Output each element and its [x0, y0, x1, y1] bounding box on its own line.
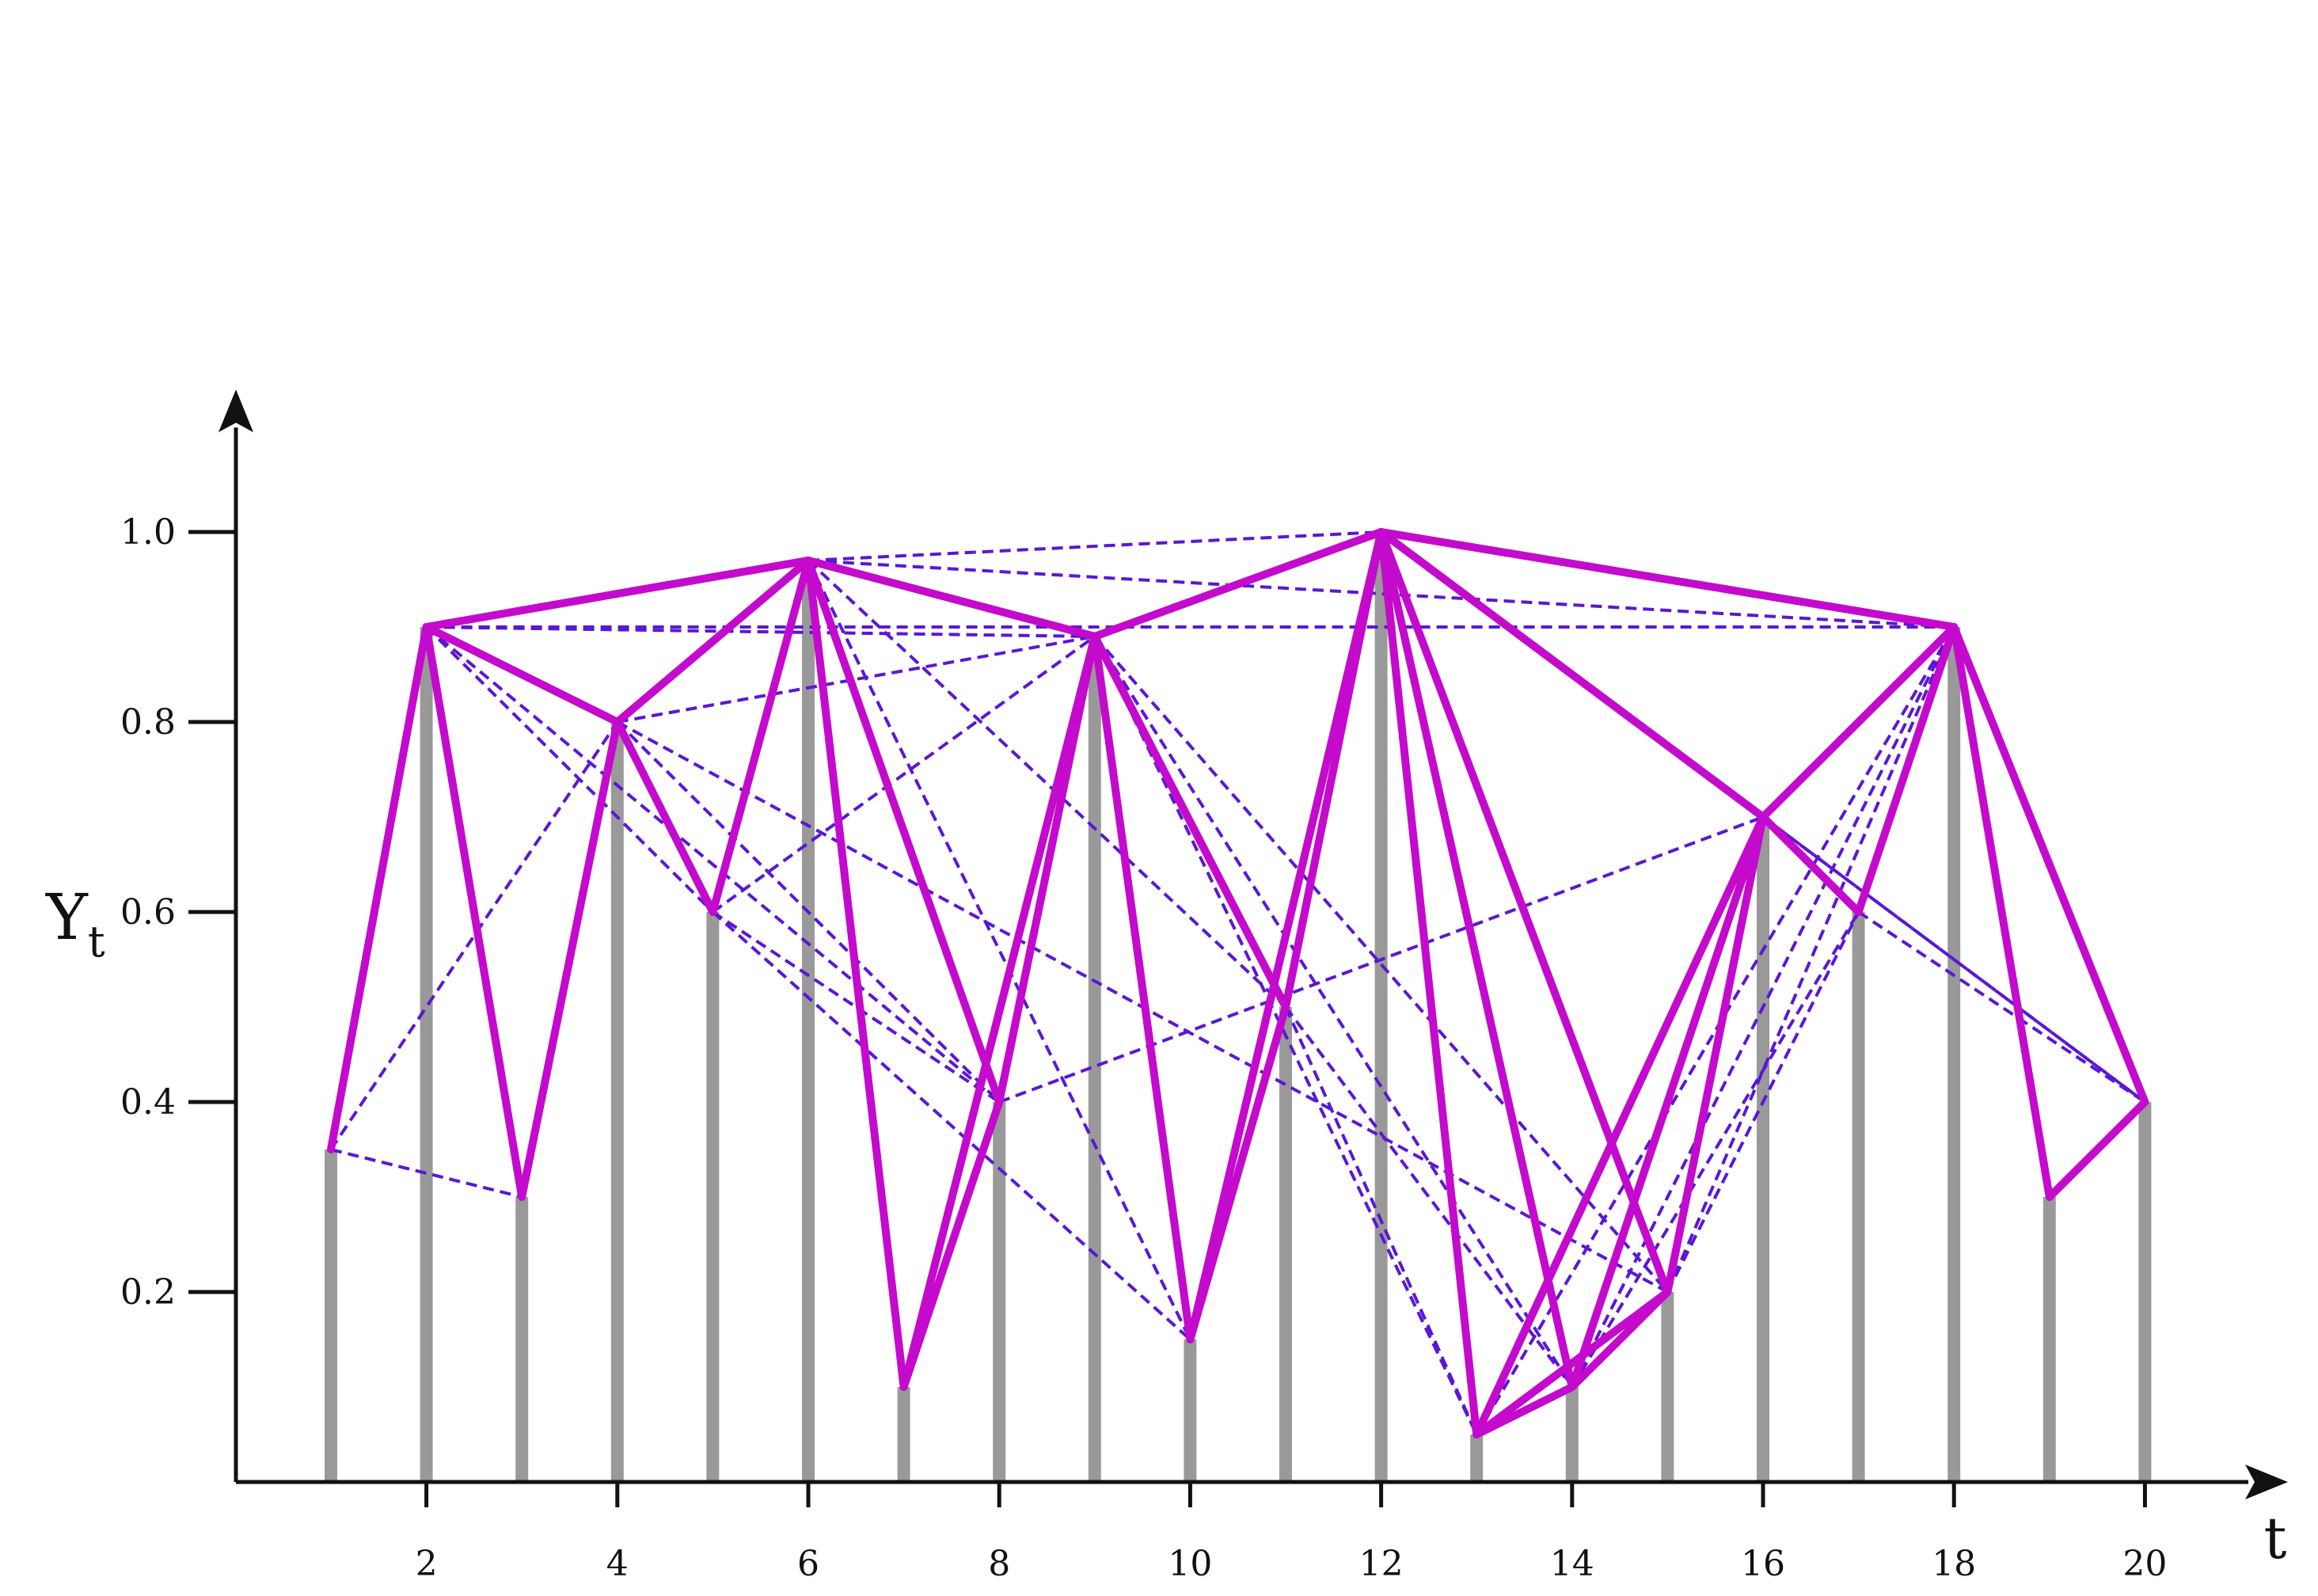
y-axis-label-main: Y	[45, 880, 89, 954]
solid-edge-11-12	[1282, 528, 1385, 1011]
dashed-edge-9-15	[1093, 635, 1669, 1294]
y-tick-label-0.8: 0.8	[120, 702, 176, 743]
dashed-edge-1-3	[330, 1148, 522, 1199]
solid-edge-5-6	[709, 557, 812, 916]
solid-edge-6-8	[804, 557, 1004, 1106]
solid-edge-13-16	[1472, 813, 1767, 1438]
x-tick-label-6: 6	[797, 1544, 819, 1584]
solid-edge-14-15	[1568, 1288, 1672, 1391]
solid-edge-2-4	[422, 623, 621, 726]
solid-edge-4-5	[613, 718, 717, 916]
solid-edge-14-16	[1568, 813, 1767, 1391]
x-tick-label-12: 12	[1359, 1544, 1404, 1584]
dashed-edge-4-8	[616, 720, 1001, 1104]
x-tick-label-20: 20	[2122, 1544, 2167, 1584]
axes-group	[218, 390, 2288, 1499]
dashed-edge-6-11	[807, 559, 1287, 1009]
solid-edge-4-6	[613, 557, 812, 726]
solid-edge-6-7	[804, 557, 908, 1391]
dashed-edge-6-10	[807, 560, 1192, 1340]
dashed-edge-15-17	[1666, 911, 1860, 1293]
x-tick-label-8: 8	[988, 1544, 1010, 1584]
solid-edge-13-15	[1472, 1288, 1672, 1438]
solid-edge-8-9	[995, 633, 1099, 1106]
solid-edges-group	[327, 528, 2149, 1438]
dashed-edge-17-20	[1857, 910, 2146, 1104]
solid-edge-9-12	[1090, 528, 1385, 640]
solid-edge-12-16	[1377, 528, 1767, 821]
y-axis-label-subscript: t	[88, 917, 105, 967]
solid-edge-3-4	[518, 718, 621, 1201]
solid-edge-2-6	[422, 557, 812, 631]
x-tick-label-4: 4	[606, 1544, 629, 1584]
y-ticks-group: 0.2 0.4 0.6 0.8 1.0	[120, 512, 236, 1313]
y-tick-label-0.6: 0.6	[120, 892, 176, 933]
x-tick-label-14: 14	[1550, 1544, 1594, 1584]
x-tick-label-10: 10	[1168, 1544, 1212, 1584]
dashed-edge-11-14	[1284, 1005, 1574, 1389]
solid-edge-12-13	[1377, 528, 1481, 1438]
y-tick-label-1: 1.0	[120, 512, 176, 553]
dashed-edge-9-13	[1092, 636, 1479, 1435]
dashed-edge-9-14	[1093, 635, 1574, 1389]
solid-edge-18-20	[1950, 623, 2149, 1106]
x-tick-label-2: 2	[416, 1544, 438, 1584]
x-ticks-group: 2 4 6 8 10 12 14 16 18 20	[416, 1482, 2167, 1584]
dashed-edge-5-9	[712, 635, 1096, 914]
solid-edge-10-12	[1186, 528, 1385, 1343]
dashed-edge-16-20	[1761, 815, 2146, 1104]
dashed-edge-11-13	[1284, 1006, 1479, 1435]
solid-edge-18-19	[1950, 623, 2054, 1201]
dashed-edge-2-5	[425, 625, 714, 914]
solid-edge-6-9	[804, 557, 1099, 640]
dashed-edge-5-8	[712, 910, 1001, 1104]
solid-edge-16-18	[1759, 623, 1959, 821]
solid-edge-12-18	[1377, 528, 1959, 631]
dashed-edge-13-18	[1475, 625, 1955, 1436]
solid-edge-12-15	[1377, 528, 1672, 1296]
solid-edge-16-17	[1759, 813, 1863, 916]
solid-edge-12-14	[1377, 528, 1576, 1391]
x-axis-label: t	[2264, 1505, 2287, 1571]
x-tick-label-18: 18	[1932, 1544, 1976, 1584]
dashed-edge-6-12	[808, 530, 1381, 562]
solid-edge-19-20	[2045, 1098, 2149, 1201]
dashed-edge-14-18	[1571, 626, 1955, 1388]
dashed-edge-4-9	[617, 635, 1096, 724]
y-tick-label-0.2: 0.2	[120, 1272, 176, 1313]
stems-group	[325, 532, 2152, 1482]
dashed-edge-1-4	[329, 720, 619, 1151]
dashed-edge-14-17	[1571, 910, 1860, 1389]
x-axis-arrowhead	[2245, 1465, 2288, 1499]
solid-edge-17-18	[1854, 623, 1959, 916]
y-tick-label-0.4: 0.4	[120, 1082, 176, 1123]
solid-edge-9-10	[1090, 633, 1195, 1343]
dashed-edges-group	[329, 530, 2146, 1436]
solid-edge-7-9	[899, 633, 1099, 1391]
dashed-edge-15-18	[1666, 626, 1956, 1293]
solid-edge-9-11	[1090, 633, 1290, 1011]
y-axis-arrowhead	[218, 390, 253, 432]
y-axis-label: Yt	[45, 880, 105, 967]
x-tick-label-16: 16	[1741, 1544, 1785, 1584]
dashed-edge-2-8	[425, 625, 1001, 1104]
dashed-edge-8-16	[998, 815, 1764, 1104]
solid-edge-2-3	[422, 623, 526, 1201]
solid-edge-15-16	[1663, 813, 1767, 1296]
dashed-edge-5-10	[712, 910, 1191, 1341]
solid-edge-1-2	[327, 623, 431, 1153]
